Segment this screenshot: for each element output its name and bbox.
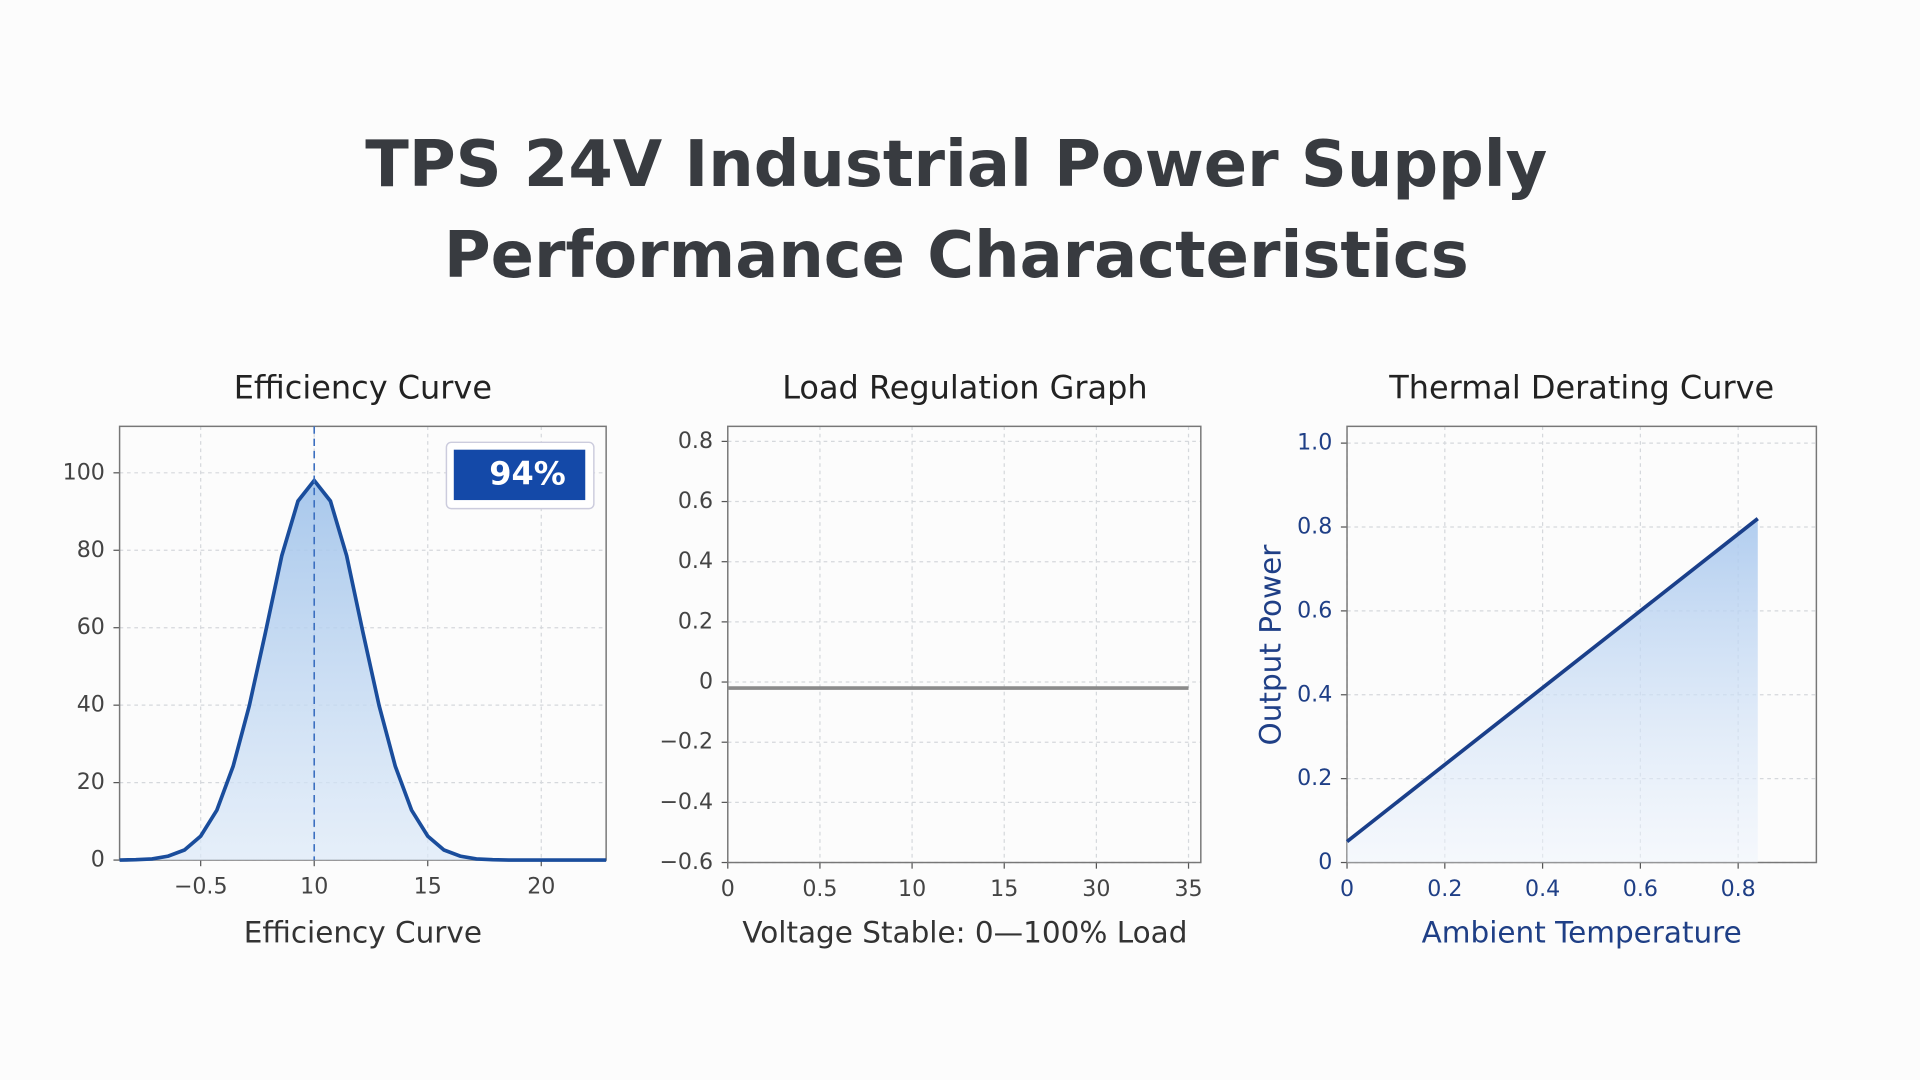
y-tick-label: 0: [1318, 849, 1332, 875]
x-tick-label: 0: [1340, 876, 1354, 902]
line: [119, 477, 607, 862]
line: [1345, 517, 1759, 843]
x-tick-label: 30: [1082, 876, 1110, 902]
x-axis-label: Voltage Stable: 0—100% Load: [742, 915, 1187, 949]
y-tick-label: 1.0: [1297, 430, 1332, 456]
y-tick-label: 0.4: [1297, 681, 1332, 707]
area-fill: [119, 480, 607, 861]
y-tick-label: −0.6: [659, 849, 713, 875]
x-axis-label: Ambient Temperature: [1422, 915, 1742, 949]
y-tick-label: 0.8: [1297, 514, 1332, 540]
x-tick-label: 0: [721, 876, 735, 902]
y-tick-label: 0: [91, 847, 105, 873]
y-tick-label: −0.4: [659, 789, 713, 815]
y-tick-label: 0.2: [678, 608, 713, 634]
y-axis-label: Output Power: [1254, 544, 1288, 746]
x-tick-label: 0.4: [1525, 876, 1560, 902]
x-tick-label: 15: [990, 876, 1018, 902]
chart: 0 0.2 0.4 0.6 0.8 0 0.2 0.4 0.6 0.8 1.0 Thermal Der…: [1254, 368, 1818, 949]
chart: 0 0.5 10 15 30 35 −0.6 −0.4 −0.2 0 0.2 0.4 0.6 0.8 Loa…: [659, 368, 1202, 949]
badge: [453, 449, 586, 501]
y-tick-label: 0.6: [678, 488, 713, 514]
y-tick-label: 0: [699, 669, 713, 695]
y-tick-label: 0.6: [1297, 597, 1332, 623]
y-tick-label: 20: [77, 769, 105, 795]
page-title: TPS 24V Industrial Power Supply: [365, 128, 1547, 202]
x-axis-label: Efficiency Curve: [244, 915, 482, 949]
x-tick-label: 0.6: [1623, 876, 1658, 902]
chart-title: Load Regulation Graph: [782, 368, 1147, 406]
x-tick-label: 10: [898, 876, 926, 902]
x-tick-label: 0.2: [1427, 876, 1462, 902]
x-tick-label: 0.8: [1721, 876, 1756, 902]
y-tick-label: 80: [77, 537, 105, 563]
chart-title: Efficiency Curve: [234, 368, 492, 406]
x-tick-label: 0.5: [802, 876, 837, 902]
chart: −0.5 10 15 20 0 20 40 60 80 100 Efficiency Curve Ef…: [63, 368, 607, 949]
plot-frame: [727, 425, 1202, 864]
y-tick-label: 0.8: [678, 428, 713, 454]
badge-label: 94%: [489, 454, 565, 492]
y-tick-label: 60: [77, 614, 105, 640]
y-tick-label: 0.4: [678, 548, 713, 574]
x-tick-label: 10: [300, 874, 328, 900]
x-tick-label: −0.5: [174, 874, 228, 900]
x-tick-label: 15: [414, 874, 442, 900]
y-tick-label: −0.2: [659, 729, 713, 755]
area-fill: [1347, 518, 1758, 863]
page-title: Performance Characteristics: [444, 219, 1469, 293]
y-tick-label: 0.2: [1297, 765, 1332, 791]
y-tick-label: 100: [63, 459, 105, 485]
chart-title: Thermal Derating Curve: [1388, 368, 1774, 406]
y-tick-label: 40: [77, 692, 105, 718]
x-tick-label: 35: [1174, 876, 1202, 902]
x-tick-label: 20: [527, 874, 555, 900]
